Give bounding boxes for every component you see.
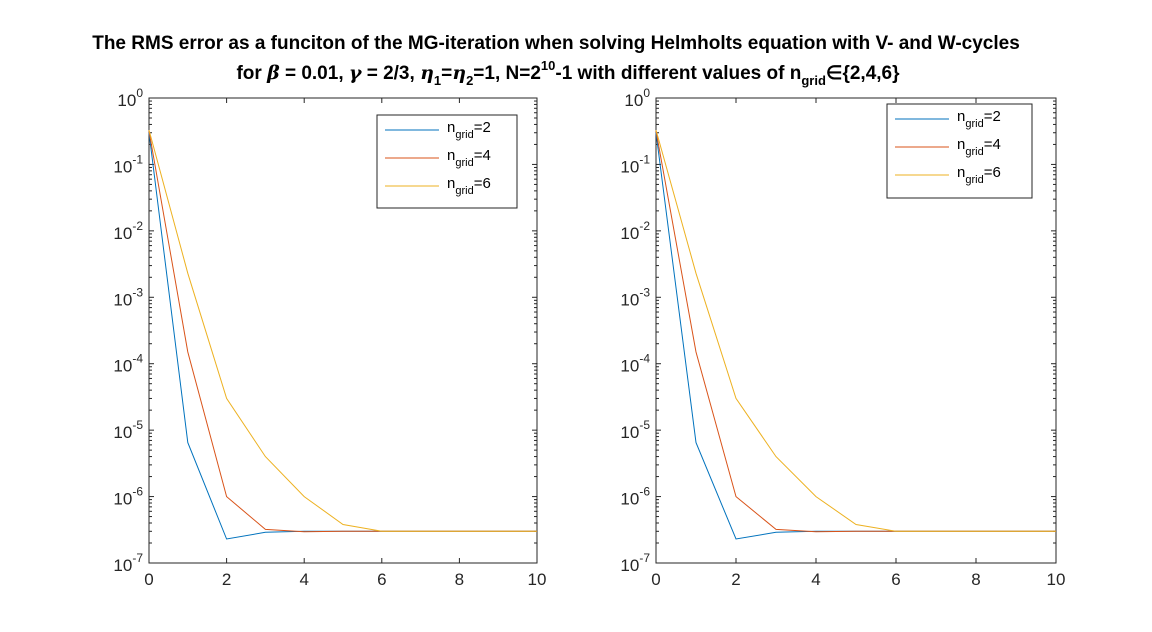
y-tick-label: 10-3 bbox=[113, 285, 143, 309]
y-tick-label: 10-7 bbox=[620, 551, 650, 575]
y-tick-label: 10-5 bbox=[113, 418, 143, 442]
x-tick-label: 0 bbox=[144, 570, 153, 589]
y-tick-label: 10-6 bbox=[620, 485, 650, 509]
x-tick-label: 4 bbox=[811, 570, 820, 589]
x-tick-label: 8 bbox=[971, 570, 980, 589]
x-tick-label: 10 bbox=[528, 570, 547, 589]
chart-title-line1: The RMS error as a funciton of the MG-it… bbox=[92, 33, 1020, 54]
legend-label: ngrid=6 bbox=[447, 175, 491, 197]
y-tick-label: 100 bbox=[117, 86, 143, 110]
x-tick-label: 0 bbox=[651, 570, 660, 589]
y-tick-label: 10-7 bbox=[113, 551, 143, 575]
left-panel: 0 2 4 6 8 10 100 10-1 10-2 10-3 10-4 10-5 10-6 10-7 ng… bbox=[113, 86, 546, 589]
y-tick-label: 10-1 bbox=[113, 152, 143, 176]
y-tick-label: 10-4 bbox=[113, 352, 143, 376]
right-panel: 0 2 4 6 8 10 100 10-1 10-2 10-3 10-4 10-5 10-6 10-7 ng… bbox=[620, 86, 1065, 589]
axes-frame bbox=[655, 97, 1057, 564]
series-line-ngrid6 bbox=[655, 129, 1056, 532]
y-tick-label: 10-1 bbox=[620, 152, 650, 176]
y-tick-label: 100 bbox=[624, 86, 650, 110]
axes-frame bbox=[148, 97, 538, 564]
legend-label: ngrid=2 bbox=[957, 108, 1001, 130]
legend-label: ngrid=4 bbox=[957, 136, 1001, 158]
y-tick-label: 10-3 bbox=[620, 285, 650, 309]
legend: ngrid=2 ngrid=4 ngrid=6 bbox=[376, 114, 518, 209]
legend-label: ngrid=6 bbox=[957, 164, 1001, 186]
x-tick-label: 2 bbox=[222, 570, 231, 589]
y-tick-label: 10-2 bbox=[113, 219, 143, 243]
legend-label: ngrid=4 bbox=[447, 147, 491, 169]
x-tick-label: 6 bbox=[891, 570, 900, 589]
legend-box bbox=[886, 103, 1033, 199]
legend: ngrid=2 ngrid=4 ngrid=6 bbox=[886, 103, 1033, 199]
y-tick-label: 10-6 bbox=[113, 485, 143, 509]
chart-title-line2: for β = 0.01, γ = 2/3, η1=η2=1, N=210-1 … bbox=[236, 58, 900, 88]
legend-label: ngrid=2 bbox=[447, 119, 491, 141]
x-tick-label: 8 bbox=[455, 570, 464, 589]
y-tick-label: 10-4 bbox=[620, 352, 650, 376]
y-tick-label: 10-2 bbox=[620, 219, 650, 243]
x-tick-label: 4 bbox=[299, 570, 308, 589]
x-tick-label: 2 bbox=[731, 570, 740, 589]
x-tick-label: 10 bbox=[1047, 570, 1066, 589]
y-tick-label: 10-5 bbox=[620, 418, 650, 442]
series-line-ngrid6 bbox=[148, 129, 537, 532]
x-tick-label: 6 bbox=[377, 570, 386, 589]
